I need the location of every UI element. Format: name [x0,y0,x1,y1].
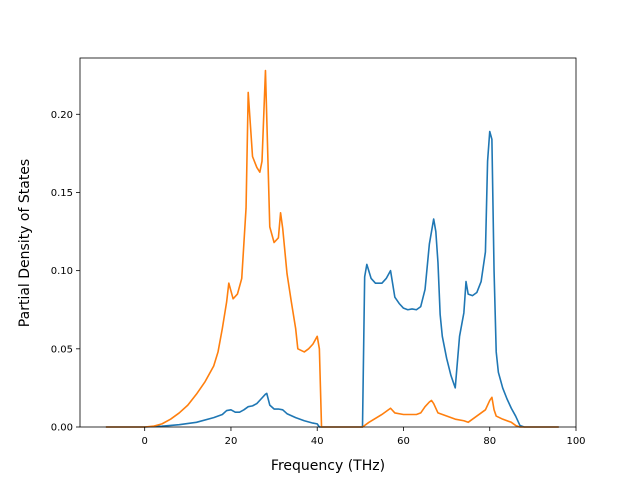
y-axis-title: Partial Density of States [17,159,33,327]
x-tick-label: 80 [483,436,496,447]
y-tick-label: 0.15 [51,188,73,199]
y-tick-label: 0.10 [51,266,73,277]
x-axis-title: Frequency (THz) [271,458,385,474]
x-tick-label: 0 [142,436,148,447]
x-tick-label: 60 [397,436,410,447]
y-tick-label: 0.05 [51,344,73,355]
x-axis-ticks: 0 20 40 60 80 100 [142,427,586,447]
series-line-2 [105,69,559,428]
plot-area-frame [79,57,577,428]
x-tick-label: 100 [566,436,585,447]
x-tick-label: 20 [225,436,238,447]
plot-series [105,69,559,428]
y-tick-label: 0.20 [51,110,73,121]
y-tick-label: 0.00 [51,423,73,434]
y-axis-ticks: 0.00 0.05 0.10 0.15 0.20 [51,110,80,434]
x-tick-label: 40 [311,436,324,447]
series-line-1 [105,130,559,428]
